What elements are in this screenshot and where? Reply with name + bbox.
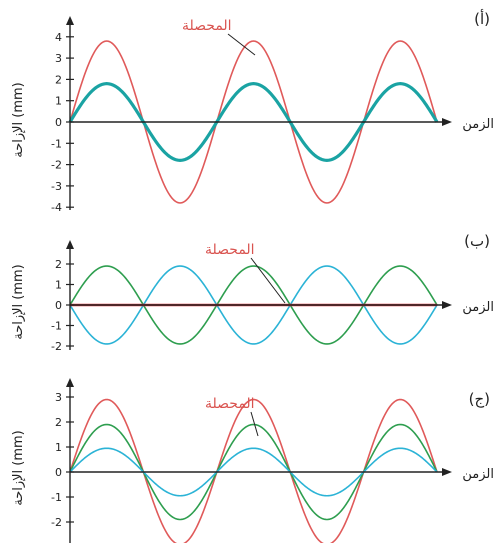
resultant-leader-line bbox=[227, 33, 256, 56]
x-axis-arrow bbox=[442, 301, 452, 309]
x-axis-label: الزمن bbox=[462, 117, 494, 132]
y-tick-label: -3 bbox=[51, 541, 62, 543]
x-axis-arrow bbox=[442, 118, 452, 126]
series-line-wave-1 bbox=[69, 265, 438, 345]
series-line-wave-2 bbox=[69, 423, 438, 521]
y-axis-label: الإزاحة (mm) bbox=[11, 82, 26, 158]
y-tick-label: 3 bbox=[55, 52, 62, 65]
y-tick-label: -2 bbox=[51, 516, 62, 529]
y-axis-label: الإزاحة (mm) bbox=[11, 430, 26, 506]
panel-3: -3 -2 -1 0 1 2 3 الإزاحة (mm) الزمن (ج) المحصلة bbox=[11, 378, 494, 543]
resultant-label: المحصلة bbox=[205, 242, 255, 258]
y-tick-label: -1 bbox=[51, 320, 62, 333]
panel-2: -2 -1 0 1 2 الإزاحة (mm) الزمن (ب) المحصلة bbox=[11, 232, 494, 353]
y-tick-label: -1 bbox=[51, 491, 62, 504]
resultant-leader-line bbox=[250, 411, 259, 437]
y-tick-label: 2 bbox=[55, 416, 62, 429]
y-axis-arrow bbox=[66, 378, 74, 387]
y-axis-arrow bbox=[66, 16, 74, 25]
panel-label: (ج) bbox=[469, 390, 490, 409]
series-line-resultant bbox=[69, 398, 438, 543]
series-line-wave-2 bbox=[68, 82, 439, 162]
resultant-label: المحصلة bbox=[182, 18, 232, 34]
x-axis-label: الزمن bbox=[462, 300, 494, 315]
y-tick-label: 2 bbox=[55, 73, 62, 86]
y-tick-label: 1 bbox=[55, 95, 62, 108]
panel-label: (أ) bbox=[474, 9, 490, 28]
y-tick-label: 0 bbox=[55, 299, 62, 312]
resultant-label: المحصلة bbox=[205, 396, 255, 412]
y-tick-label: 1 bbox=[55, 441, 62, 454]
y-tick-label: -4 bbox=[51, 201, 62, 214]
x-axis-label: الزمن bbox=[462, 467, 494, 482]
y-tick-label: 3 bbox=[55, 391, 62, 404]
x-axis-arrow bbox=[442, 468, 452, 476]
panel-label: (ب) bbox=[464, 232, 490, 250]
y-tick-label: 2 bbox=[55, 258, 62, 271]
panel-1: -4 -3 -2 -1 0 1 2 3 4 الإزاحة (mm) الزمن (أ) المحصلة bbox=[11, 9, 494, 214]
series-line-wave-3 bbox=[69, 447, 438, 497]
y-axis-arrow bbox=[66, 240, 74, 249]
y-tick-label: -2 bbox=[51, 159, 62, 172]
series-line-resultant bbox=[69, 40, 438, 204]
y-tick-label: -2 bbox=[51, 340, 62, 353]
y-tick-label: 0 bbox=[55, 466, 62, 479]
resultant-leader-line bbox=[250, 257, 286, 304]
y-tick-label: -3 bbox=[51, 180, 62, 193]
series-line-wave-2 bbox=[69, 265, 438, 345]
y-tick-label: 4 bbox=[55, 31, 62, 44]
y-tick-label: 0 bbox=[55, 116, 62, 129]
y-tick-label: -1 bbox=[51, 137, 62, 150]
y-axis-label: الإزاحة (mm) bbox=[11, 264, 26, 340]
y-tick-label: 1 bbox=[55, 279, 62, 292]
